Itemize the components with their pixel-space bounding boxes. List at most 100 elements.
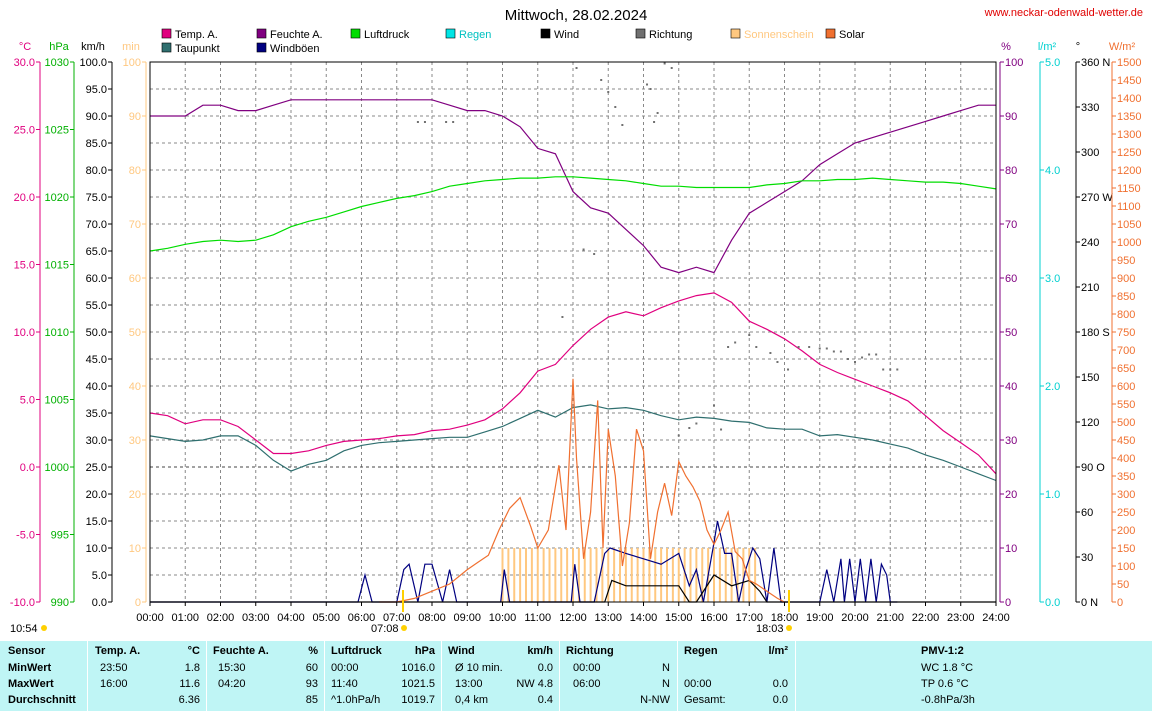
axis-tick-label: 1150 xyxy=(1117,183,1141,195)
legend-swatch xyxy=(161,42,172,53)
axis-tick-label: 60 xyxy=(1081,507,1093,519)
row-label: Durchschnitt xyxy=(8,694,76,706)
axis-tick-label: 900 xyxy=(1117,273,1135,285)
axis-tick-label: 60.0 xyxy=(86,273,107,285)
press-time: 00:00 xyxy=(331,662,359,674)
direction-point xyxy=(720,428,723,431)
sunshine-bars xyxy=(501,548,757,602)
axis-tick-label: 55.0 xyxy=(86,300,107,312)
axis-tick-label: 1500 xyxy=(1117,57,1141,69)
axis-unit-label: ° xyxy=(1076,41,1080,53)
axis-tick-label: 1030 xyxy=(45,57,69,69)
axis-tick-label: -5.0 xyxy=(16,530,35,542)
site-link[interactable]: www.neckar-odenwald-wetter.de xyxy=(984,7,1143,19)
axis-unit-label: % xyxy=(1001,41,1011,53)
direction-point xyxy=(825,347,828,350)
hum-value: 60 xyxy=(305,662,318,674)
axis-tick-label: 90.0 xyxy=(86,111,107,123)
axis-unit-label: l/m² xyxy=(1038,41,1057,53)
axis-tick-label: 20.0 xyxy=(86,489,107,501)
row-label: MinWert xyxy=(8,662,52,674)
axis-tick-label: 10.0 xyxy=(14,327,35,339)
temp-time: 16:00 xyxy=(100,678,128,690)
direction-point xyxy=(677,434,680,437)
temp-value: 6.36 xyxy=(178,694,200,706)
x-tick-label: 12:00 xyxy=(559,612,587,624)
series-line-windb-en xyxy=(150,520,898,603)
axis-tick-label: 65.0 xyxy=(86,246,107,258)
header-hum-unit: % xyxy=(308,645,318,657)
series-line-solar xyxy=(379,378,785,603)
axis-tick-label: 5.0 xyxy=(20,395,35,407)
axis-tick-label: 40.0 xyxy=(86,381,107,393)
pmv-value: TP 0.6 °C xyxy=(921,678,969,690)
weather-chart: 30.025.020.015.010.05.00.0-5.0-10.010301… xyxy=(10,7,1143,635)
axis-tick-label: 1025 xyxy=(45,125,69,137)
axis-tick-label: 90 xyxy=(129,111,141,123)
axis-tick-label: 1250 xyxy=(1117,147,1141,159)
direction-point xyxy=(846,358,849,360)
axis-tick-label: 100 xyxy=(123,57,141,69)
direction-point xyxy=(582,248,585,251)
axis-tick-label: 650 xyxy=(1117,363,1135,375)
legend-label: Taupunkt xyxy=(175,43,220,55)
axis-tick-label: 60 xyxy=(129,273,141,285)
direction-point xyxy=(755,346,758,348)
axis-tick-label: 180 S xyxy=(1081,327,1110,339)
x-tick-label: 16:00 xyxy=(700,612,728,624)
axis-tick-label: 0 xyxy=(135,597,141,609)
direction-point xyxy=(868,353,871,356)
axis-tick-label: 1200 xyxy=(1117,165,1141,177)
axis-tick-label: 50 xyxy=(1005,327,1017,339)
axis-tick-label: 1450 xyxy=(1117,75,1141,87)
dir-value: N xyxy=(662,662,670,674)
direction-point xyxy=(649,88,652,90)
axis-tick-label: 80 xyxy=(1005,165,1017,177)
header-dir: Richtung xyxy=(566,645,614,657)
axes: 30.025.020.015.010.05.00.0-5.0-10.010301… xyxy=(10,57,1142,624)
axis-tick-label: 1050 xyxy=(1117,219,1141,231)
direction-point xyxy=(832,350,835,353)
direction-point xyxy=(818,347,821,350)
press-value: 1019.7 xyxy=(401,694,435,706)
axis-tick-label: 50.0 xyxy=(86,327,107,339)
legend-label: Luftdruck xyxy=(364,29,410,41)
wind-time: Ø 10 min. xyxy=(455,662,503,674)
axis-tick-label: 100.0 xyxy=(79,57,107,69)
series-line-taupunkt xyxy=(149,404,997,482)
direction-point xyxy=(423,121,426,123)
axis-tick-label: 25.0 xyxy=(86,462,107,474)
axis-unit-label: hPa xyxy=(49,41,69,53)
axis-tick-label: 70 xyxy=(1005,219,1017,231)
header-sensor: Sensor xyxy=(8,645,46,657)
axis-tick-label: 360 N xyxy=(1081,57,1110,69)
pmv-value: WC 1.8 °C xyxy=(921,662,974,674)
axis-tick-label: 150 xyxy=(1081,372,1099,384)
x-tick-label: 06:00 xyxy=(348,612,376,624)
dir-time: 06:00 xyxy=(573,678,601,690)
direction-point xyxy=(646,83,649,86)
x-tick-label: 15:00 xyxy=(665,612,693,624)
direction-point xyxy=(734,341,737,344)
axis-unit-label: min xyxy=(122,41,140,53)
legend-swatch xyxy=(825,28,836,39)
series-line-luftdruck xyxy=(149,176,997,252)
plot-frame xyxy=(149,61,997,603)
axis-tick-label: 1000 xyxy=(45,462,69,474)
direction-point xyxy=(663,62,666,65)
x-tick-label: 24:00 xyxy=(982,612,1010,624)
direction-point xyxy=(896,368,899,371)
x-tick-label: 21:00 xyxy=(876,612,904,624)
axis-tick-label: 750 xyxy=(1117,327,1135,339)
axis-tick-label: 300 xyxy=(1117,489,1135,501)
axis-tick-label: 1350 xyxy=(1117,111,1141,123)
axis-tick-label: 20.0 xyxy=(14,192,35,204)
x-tick-label: 13:00 xyxy=(594,612,622,624)
axis-tick-label: 950 xyxy=(1117,255,1135,267)
direction-point xyxy=(839,350,842,353)
header-pmv: PMV-1:2 xyxy=(921,645,964,657)
axis-tick-label: 30.0 xyxy=(86,435,107,447)
direction-point xyxy=(614,106,617,108)
x-tick-label: 05:00 xyxy=(312,612,340,624)
header-press: Luftdruck xyxy=(331,645,382,657)
